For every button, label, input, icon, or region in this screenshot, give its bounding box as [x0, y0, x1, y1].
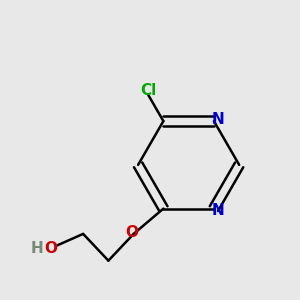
Text: O: O [126, 225, 139, 240]
Text: N: N [212, 202, 224, 217]
Text: H: H [31, 241, 44, 256]
Text: O: O [44, 241, 57, 256]
Text: Cl: Cl [140, 83, 156, 98]
Text: N: N [212, 112, 224, 127]
